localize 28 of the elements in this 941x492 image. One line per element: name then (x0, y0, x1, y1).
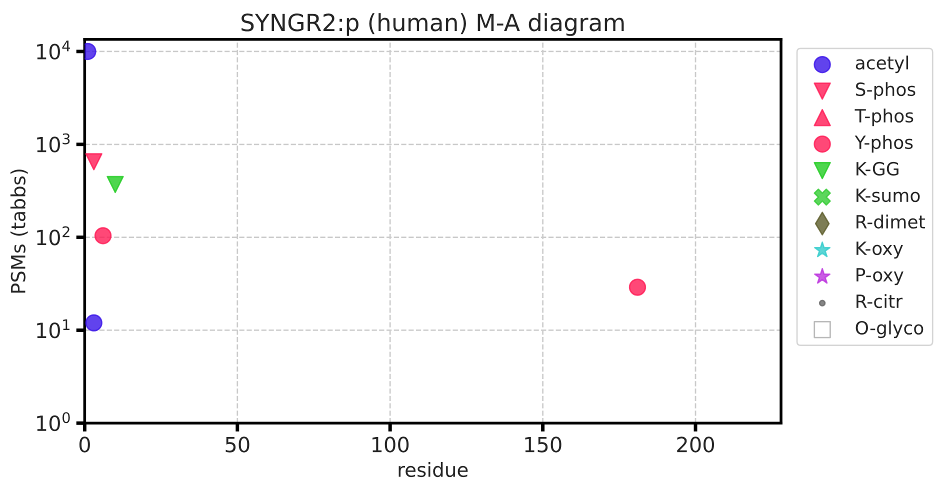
point (106, 176, 124, 194)
x-tick-label: 200 (677, 436, 714, 452)
legend-label: K-GG (856, 162, 898, 176)
legend-label: T-phos (854, 108, 914, 126)
legend-label: P-oxy (856, 268, 904, 286)
y-tick-label: 10$^{3}$ (37, 133, 70, 152)
y-axis-title: PSMs (tabbs) (10, 170, 28, 293)
legend-label: R-dimet (856, 214, 925, 229)
legend-label: K-oxy (856, 242, 903, 259)
point (94, 227, 112, 244)
y-tick-label: 10$^{1}$ (37, 319, 70, 338)
legend-label: O-glyco (856, 320, 924, 338)
x-axis-title: residue (398, 462, 468, 478)
y-tick-label: 10$^{0}$ (37, 412, 70, 432)
legend-label: Y-phos (854, 135, 913, 153)
chart-title: SYNGR2:p (human) M-A diagram (242, 13, 624, 36)
legend-label: K-sumo (856, 188, 920, 202)
y-tick-label: 10$^{4}$ (37, 40, 70, 60)
legend-label: S-phos (856, 82, 916, 100)
x-tick-label: 0 (79, 436, 90, 452)
x-tick-label: 150 (525, 436, 562, 452)
point (85, 153, 102, 170)
point (628, 278, 646, 296)
x-tick-label: 100 (372, 436, 409, 452)
legend-label: acetyl (856, 56, 908, 74)
y-tick-label: 10$^{2}$ (37, 226, 70, 246)
x-tick-label: 50 (226, 436, 250, 452)
legend-label: R-citr (856, 294, 903, 308)
